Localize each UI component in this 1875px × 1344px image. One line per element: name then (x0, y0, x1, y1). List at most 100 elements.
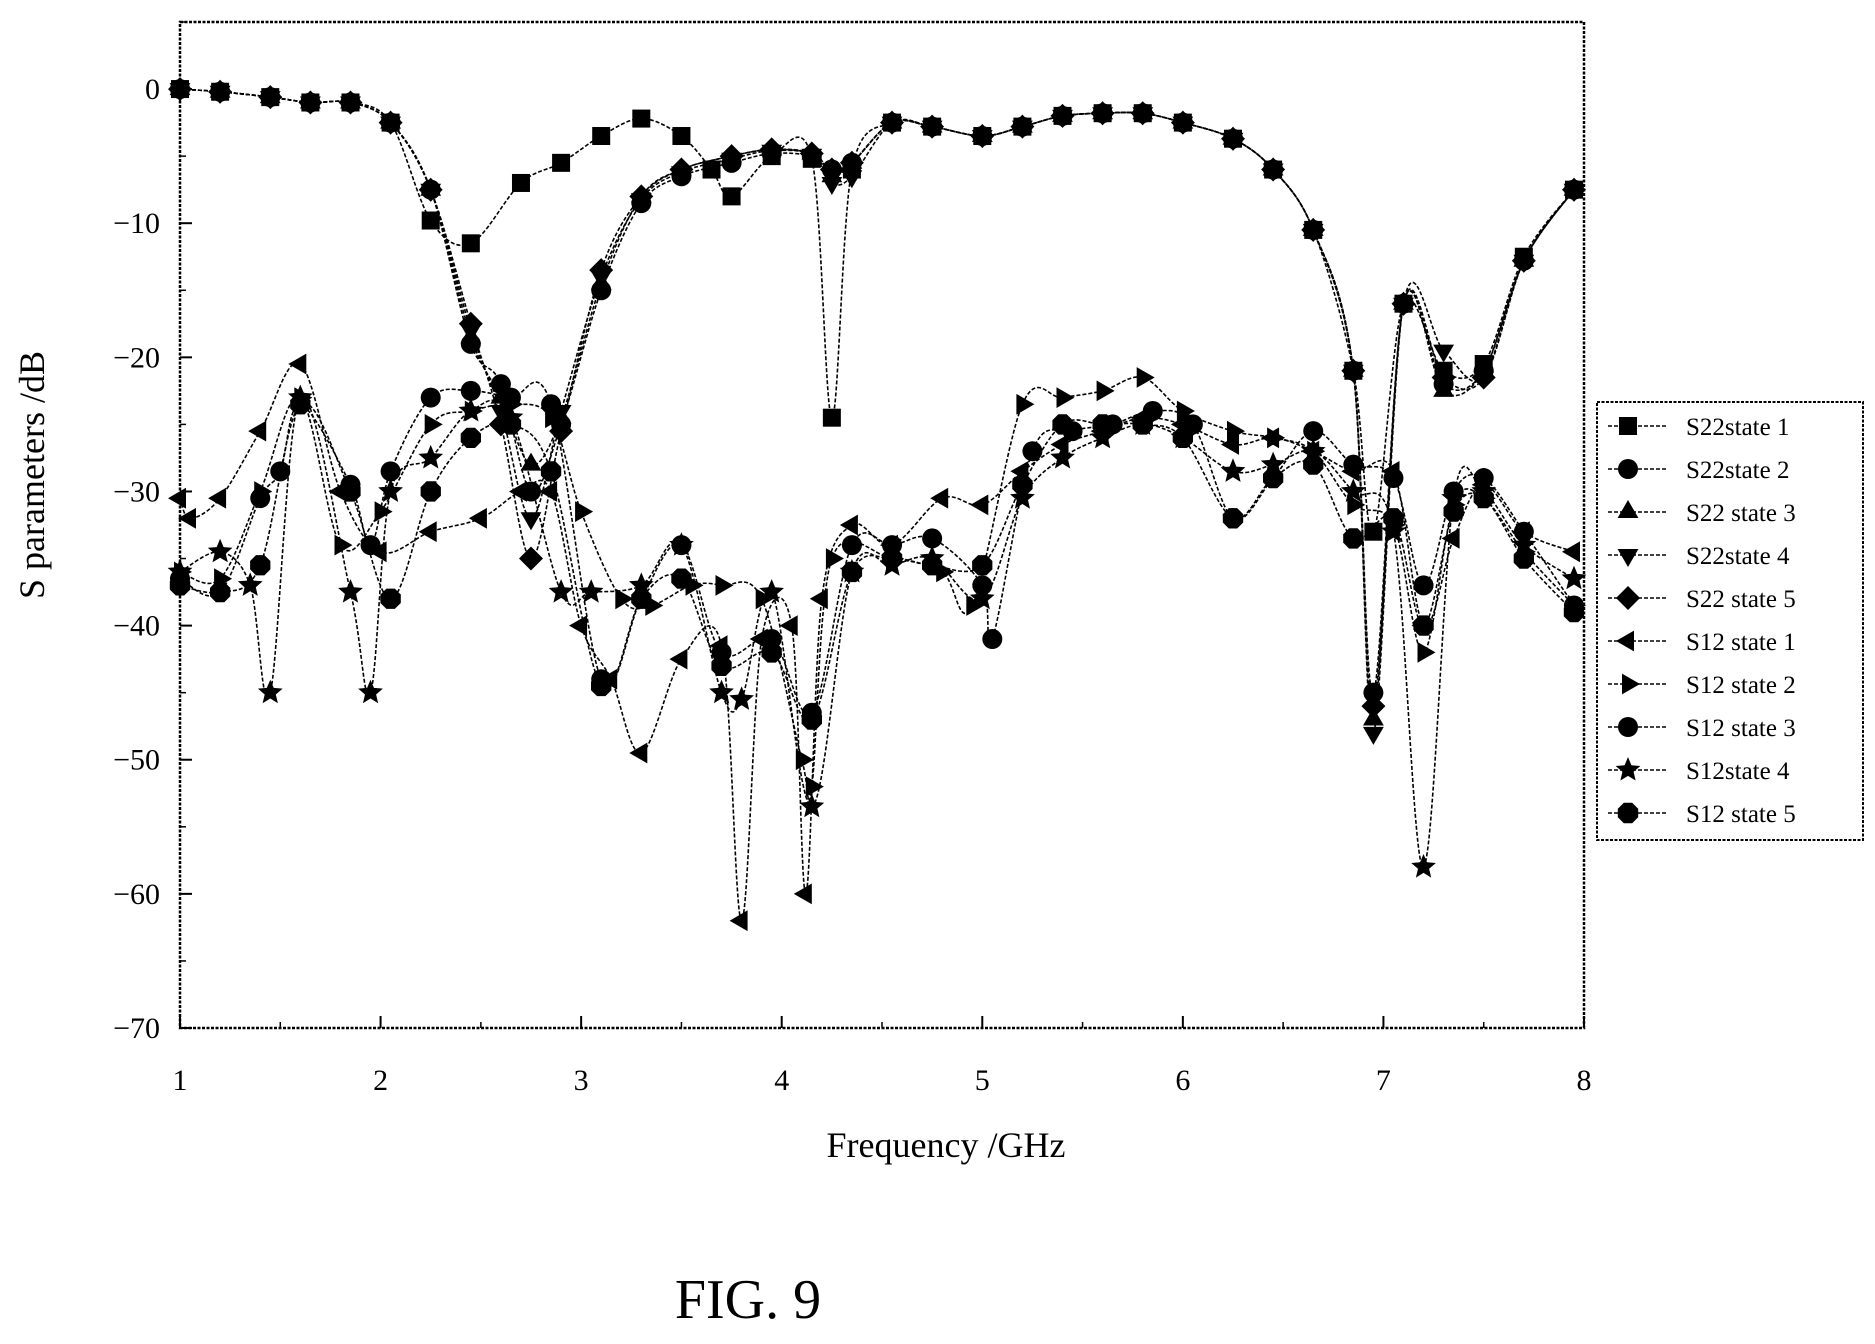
series-5-point (168, 77, 192, 102)
series-6-point (779, 615, 798, 636)
series-7-point (1056, 387, 1075, 408)
series-1-point (672, 127, 691, 146)
series-8-point (1303, 421, 1324, 442)
series-9-point (1010, 485, 1035, 509)
series-5-point (719, 144, 744, 169)
legend-marker (1622, 673, 1640, 695)
series-5-point (1261, 157, 1286, 182)
series-10-point (1132, 414, 1153, 435)
series-1-point (421, 211, 440, 230)
series-7-point (1176, 400, 1195, 422)
series-4-point (1433, 344, 1454, 363)
series-5-point (1301, 217, 1326, 242)
series-9-point (709, 679, 734, 704)
series-5-point (549, 419, 574, 444)
series-5-point (669, 157, 694, 182)
series-5-point (519, 546, 543, 571)
series-7-point (966, 595, 985, 616)
series-5-point (759, 137, 784, 162)
series-1-point (702, 160, 721, 179)
legend-label: S22 state 5 (1686, 586, 1796, 613)
legend-label: S22state 2 (1686, 457, 1789, 484)
legend-marker (1617, 549, 1639, 567)
series-10-point (761, 642, 782, 663)
series-1-point (722, 187, 741, 206)
series-10-point (210, 581, 231, 603)
series-5-point (1471, 365, 1496, 390)
series-9-point (1381, 518, 1406, 543)
series-7-point (334, 534, 353, 556)
series-4-point (841, 170, 863, 189)
series-10-point (1222, 508, 1244, 529)
series-8-point (380, 461, 401, 482)
series-9-point (237, 572, 263, 596)
series-9-point (578, 579, 604, 603)
series-6-point (809, 588, 828, 610)
series-3-point (520, 452, 542, 471)
series-7-point (575, 501, 594, 522)
series-6-point (539, 481, 558, 502)
x-axis-label: Frequency /GHz (827, 1125, 1066, 1165)
series-6-point (793, 883, 812, 905)
series-6-point (468, 507, 487, 529)
series-10-point (1012, 474, 1033, 495)
series-6-point (669, 648, 688, 670)
series-10-point (711, 655, 732, 676)
series-5-point (880, 110, 904, 135)
series-10-point (801, 709, 822, 730)
series-10-point (500, 414, 522, 435)
series-9-point (1300, 438, 1326, 462)
x-tick-label: 7 (1376, 1064, 1391, 1097)
series-2-markers (170, 79, 1584, 703)
series-10-point (1413, 615, 1434, 636)
series-8-point (420, 387, 441, 408)
series-6-point (729, 910, 748, 932)
series-6-point (208, 487, 227, 509)
y-tick-label: −60 (113, 878, 160, 911)
series-7-point (1096, 380, 1115, 402)
series-7-point (715, 575, 734, 596)
series-6-point (970, 494, 989, 516)
series-6-point (839, 514, 858, 536)
series-6-point (248, 420, 267, 442)
x-tick-label: 6 (1175, 1064, 1190, 1097)
series-6-point (509, 481, 527, 502)
series-10-point (881, 548, 903, 569)
series-7-point (1347, 494, 1366, 516)
series-6-point (178, 507, 196, 529)
series-7-point (1267, 427, 1286, 449)
series-9-point (969, 585, 995, 610)
series-4-line (180, 88, 1575, 734)
series-10-point (591, 675, 612, 697)
series-10-point (1443, 501, 1464, 522)
series-5-point (1010, 114, 1035, 139)
series-10-point (420, 481, 441, 502)
series-6-point (1441, 528, 1460, 549)
series-10-point (340, 481, 361, 502)
series-10-point (1303, 454, 1324, 475)
series-7-point (1417, 642, 1436, 663)
series-10-point (1473, 488, 1494, 509)
series-9-point (378, 478, 403, 502)
series-6-point (930, 487, 949, 509)
series-6-line (180, 362, 1575, 922)
legend-marker (1618, 459, 1638, 479)
series-9-point (1411, 854, 1436, 878)
series-5-point (1130, 101, 1155, 126)
series-3-markers (169, 77, 1585, 726)
legend-marker (1619, 417, 1637, 435)
series-5-point (298, 90, 323, 115)
series-7-point (1136, 367, 1155, 388)
series-6-point (569, 615, 588, 636)
series-10-point (1052, 414, 1073, 435)
series-7-point (825, 548, 844, 569)
series-5-point (589, 258, 614, 283)
series-7-point (1227, 420, 1245, 442)
x-tick-label: 1 (173, 1064, 188, 1097)
y-axis-label: S parameters /dB (12, 351, 52, 599)
series-1-point (632, 109, 651, 128)
series-10-point (631, 588, 652, 609)
series-6-point (418, 521, 437, 543)
